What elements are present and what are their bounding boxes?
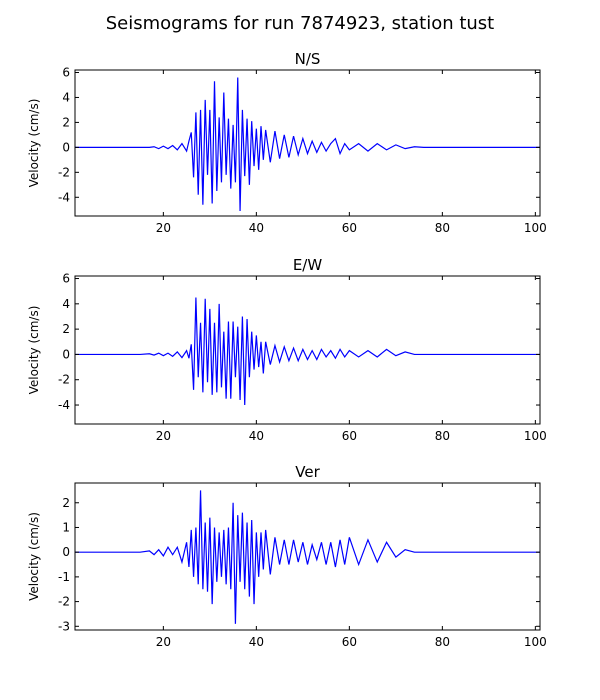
x-tick-label: 20 (156, 635, 171, 649)
x-tick-label: 20 (156, 221, 171, 235)
y-tick-label: -2 (58, 595, 70, 609)
x-tick-label: 40 (249, 635, 264, 649)
y-tick-label: 4 (62, 90, 70, 104)
axes-frame (74, 69, 541, 217)
y-tick-label: -4 (58, 398, 70, 412)
x-tick-label: 60 (342, 429, 357, 443)
seismogram-line (75, 490, 540, 624)
y-tick-label: -3 (58, 619, 70, 633)
y-tick-label: 4 (62, 297, 70, 311)
figure-title: Seismograms for run 7874923, station tus… (106, 13, 495, 34)
y-tick-label: -1 (58, 570, 70, 584)
x-tick-label: 100 (524, 221, 547, 235)
x-tick-label: 100 (524, 429, 547, 443)
y-tick-label: 6 (62, 65, 70, 79)
x-tick-label: 40 (249, 429, 264, 443)
y-tick-label: -2 (58, 373, 70, 387)
subplot-title: E/W (293, 256, 323, 274)
x-tick-label: 60 (342, 221, 357, 235)
y-tick-label: 0 (62, 347, 70, 361)
x-tick-label: 80 (435, 635, 450, 649)
y-tick-label: 6 (62, 272, 70, 286)
seismogram-line (75, 77, 540, 212)
y-tick-label: 2 (62, 322, 70, 336)
axes-frame (74, 482, 541, 631)
subplot: Ver Velocity (cm/s) 20 40 60 80 100 -3 -2 -1 0 1 2 (27, 463, 547, 649)
y-axis-label: Velocity (cm/s) (27, 512, 41, 601)
y-tick-label: -2 (58, 165, 70, 179)
y-axis-label: Velocity (cm/s) (27, 99, 41, 188)
x-tick-label: 100 (524, 635, 547, 649)
y-tick-label: 2 (62, 115, 70, 129)
x-tick-label: 60 (342, 635, 357, 649)
subplot: E/W Velocity (cm/s) 20 40 60 80 100 -4 -2 0 2 4 6 (27, 256, 547, 443)
seismogram-line (75, 297, 540, 406)
y-tick-label: 1 (62, 520, 70, 534)
x-tick-label: 80 (435, 429, 450, 443)
axes-frame (74, 275, 541, 425)
subplot-title: N/S (295, 50, 321, 68)
y-axis-label: Velocity (cm/s) (27, 306, 41, 395)
y-tick-label: 0 (62, 545, 70, 559)
y-tick-label: -4 (58, 190, 70, 204)
x-tick-label: 40 (249, 221, 264, 235)
subplot-title: Ver (295, 463, 320, 481)
subplot: N/S Velocity (cm/s) 20 40 60 80 100 -4 -2 0 2 4 6 (27, 50, 547, 235)
x-tick-label: 80 (435, 221, 450, 235)
y-tick-label: 0 (62, 140, 70, 154)
x-tick-label: 20 (156, 429, 171, 443)
y-tick-label: 2 (62, 496, 70, 510)
